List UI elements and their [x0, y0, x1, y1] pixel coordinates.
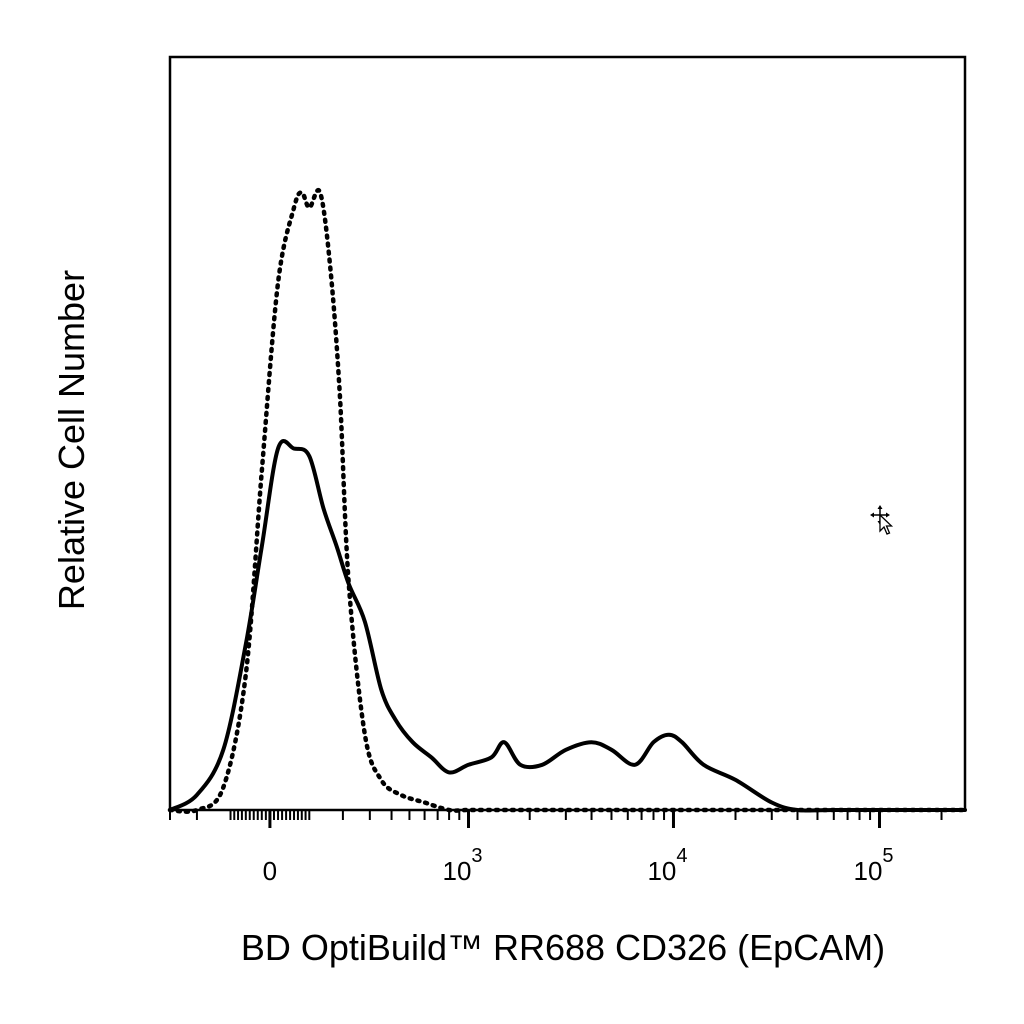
y-axis-title: Relative Cell Number: [51, 270, 92, 610]
x-axis-tick-labels: 0 103 104 105: [263, 845, 894, 886]
x-axis-title: BD OptiBuild™ RR688 CD326 (EpCAM): [241, 927, 885, 968]
plot-frame: [168, 55, 967, 812]
x-tick-label: 104: [647, 845, 687, 886]
x-tick-label: 0: [263, 856, 277, 886]
x-tick-label: 105: [854, 845, 894, 886]
dotted-histogram-line: [167, 188, 968, 814]
x-axis-ticks: [169, 810, 943, 828]
x-tick-label: 103: [442, 845, 482, 886]
series-layer: [167, 188, 968, 814]
move-cursor-icon: [870, 505, 894, 535]
solid-histogram-line: [168, 439, 967, 813]
